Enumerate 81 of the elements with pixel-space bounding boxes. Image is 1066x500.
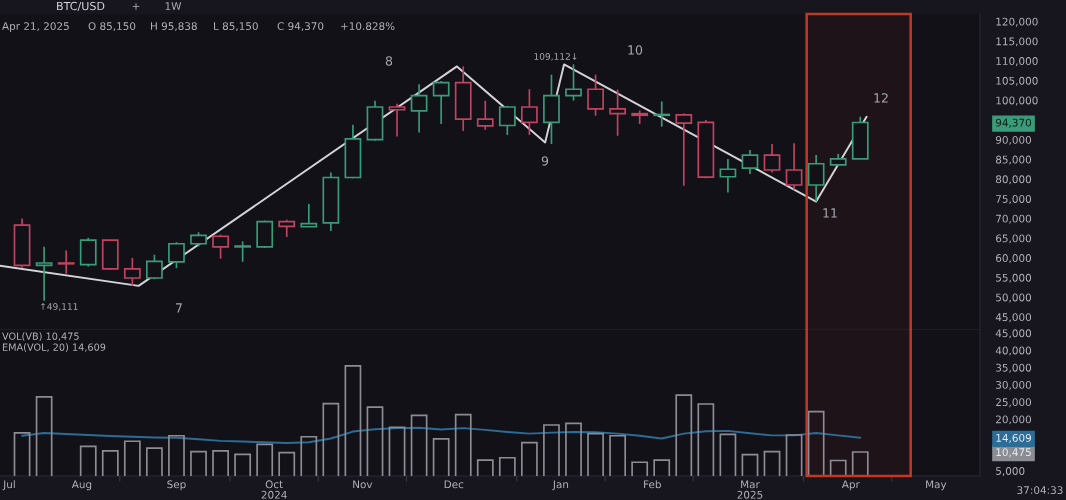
y-tick-label: 55,000	[996, 273, 1032, 283]
candlestick	[123, 257, 141, 287]
candlestick	[587, 73, 604, 117]
x-tick-label: Oct 2024	[261, 480, 287, 499]
candlestick	[763, 143, 781, 174]
y-tick-label: 94,370	[995, 118, 1032, 128]
y-tick-label: 65,000	[996, 234, 1032, 244]
chart-title: BTC/USD	[57, 1, 105, 12]
candlestick	[520, 88, 538, 136]
text: 1W	[165, 2, 182, 10]
annotation: L 85,150	[214, 22, 258, 32]
line-series	[21, 426, 862, 444]
candlestick	[432, 80, 450, 125]
x-tick-label: Jan	[552, 480, 569, 491]
x-tick-label: May	[926, 480, 947, 491]
annotation: Apr 21, 2025	[2, 22, 69, 33]
y-tick-label: 90,000	[995, 135, 1032, 145]
candlestick	[807, 154, 825, 203]
y-tick-label: 45,000	[995, 313, 1032, 323]
text: +	[132, 3, 140, 10]
y-tick-label: 105,000	[996, 76, 1038, 86]
y-tick-label: 40,000	[995, 346, 1032, 356]
candlestick	[388, 103, 406, 138]
candlestick	[565, 63, 582, 102]
annotation: 109,112↓	[534, 53, 577, 61]
annotation: 9	[541, 156, 549, 166]
candlestick	[675, 112, 693, 187]
annotation: 7	[176, 303, 182, 313]
x-tick-label: Nov	[353, 480, 373, 489]
y-tick-label: 60,000	[996, 254, 1032, 264]
candlestick	[57, 249, 75, 275]
candlestick	[212, 233, 229, 260]
x-tick-label: Feb	[644, 480, 661, 489]
y-tick-label: 80,000	[995, 175, 1032, 185]
x-tick-label: Sep	[167, 480, 186, 491]
annotation: ↑49,111	[41, 303, 78, 311]
annotation: O 85,150	[88, 22, 136, 32]
candlestick	[609, 88, 627, 137]
annotation: 12	[874, 93, 888, 103]
y-tick-label: 115,000	[996, 37, 1038, 47]
annotation: 10	[628, 45, 643, 55]
annotation: +10.828%	[341, 22, 395, 31]
y-tick-label: 45,000	[995, 329, 1032, 339]
text: 37:04:33	[1017, 486, 1063, 495]
candlestick	[146, 253, 163, 281]
y-tick-label: 75,000	[996, 195, 1032, 204]
candlestick	[741, 149, 759, 175]
y-tick-label: 85,000	[995, 155, 1032, 165]
annotation: VOL(VB) 10,475	[2, 332, 79, 341]
y-tick-label: 100,000	[996, 96, 1038, 106]
y-tick-label: 50,000	[996, 293, 1032, 303]
x-tick-label: Aug	[71, 480, 92, 491]
candlestick	[234, 240, 252, 263]
y-tick-label: 25,000	[996, 398, 1032, 408]
candlestick	[719, 158, 737, 194]
y-tick-label: 35,000	[996, 363, 1032, 373]
candlestick	[410, 83, 428, 134]
annotation: C 94,370	[277, 22, 324, 32]
candlestick	[300, 203, 318, 228]
x-tick-label: Jul	[2, 480, 15, 491]
candlestick	[785, 142, 803, 191]
y-tick-label: 110,000	[996, 57, 1038, 67]
x-tick-label: Dec	[444, 480, 464, 489]
y-tick-label: 30,000	[996, 380, 1032, 390]
annotation: 11	[823, 208, 837, 218]
y-tick-label: 14,609	[996, 433, 1031, 443]
x-tick-label: Apr	[841, 480, 860, 491]
candlestick	[168, 241, 185, 269]
x-tick-label: Mar 2025	[737, 480, 763, 499]
y-tick-label: 5,000	[996, 467, 1025, 476]
y-tick-label: 70,000	[996, 214, 1032, 224]
candlestick	[631, 109, 649, 125]
annotation: 8	[385, 56, 393, 66]
candlestick	[498, 104, 516, 136]
y-tick-label: 10,475	[996, 448, 1031, 458]
candlestick	[35, 246, 53, 302]
annotation: EMA(VOL, 20) 14,609	[2, 343, 106, 352]
y-tick-label: 120,000	[996, 17, 1038, 27]
annotation: H 95,838	[151, 22, 197, 32]
candlestick	[476, 99, 494, 131]
y-tick-label: 20,000	[996, 415, 1032, 425]
